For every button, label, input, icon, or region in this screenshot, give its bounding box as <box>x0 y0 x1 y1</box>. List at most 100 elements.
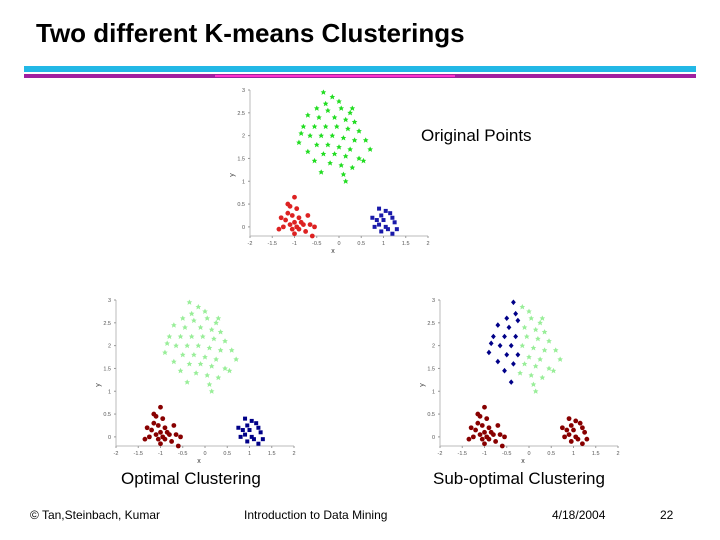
data-point <box>158 441 163 447</box>
data-point <box>173 342 179 349</box>
data-point <box>178 434 183 440</box>
data-point <box>249 434 254 439</box>
data-point <box>566 432 572 437</box>
x-tick-label: 2 <box>426 241 429 247</box>
y-tick-label: 0.5 <box>237 202 245 208</box>
data-point <box>502 333 507 340</box>
data-point <box>173 432 179 437</box>
data-point <box>372 224 377 229</box>
data-point <box>320 89 327 95</box>
x-tick-label: 1.5 <box>592 451 600 457</box>
y-axis-label: y <box>95 383 102 387</box>
data-point <box>523 333 530 340</box>
data-point <box>392 220 397 225</box>
data-point <box>360 157 367 164</box>
data-point <box>508 342 514 349</box>
data-point <box>370 215 375 220</box>
data-point <box>217 329 224 335</box>
data-point <box>162 425 168 431</box>
data-point <box>296 226 302 232</box>
y-tick-label: 2.5 <box>427 321 435 327</box>
data-point <box>305 213 311 218</box>
data-point <box>329 132 336 139</box>
data-point <box>186 299 193 305</box>
data-point <box>333 123 340 130</box>
data-point <box>243 416 248 421</box>
data-point <box>349 105 356 111</box>
data-point <box>208 388 215 394</box>
data-point <box>329 94 336 100</box>
data-point <box>245 423 250 428</box>
data-point <box>307 222 313 227</box>
data-point <box>177 333 184 340</box>
data-point <box>508 379 514 385</box>
data-point <box>289 226 295 232</box>
data-point <box>287 222 293 227</box>
data-point <box>254 421 259 426</box>
data-point <box>208 363 215 369</box>
data-point <box>562 434 567 440</box>
data-point <box>292 219 297 225</box>
x-tick-label: 0.5 <box>357 241 365 247</box>
data-point <box>493 439 499 444</box>
data-point <box>539 315 546 321</box>
data-point <box>228 347 235 353</box>
data-point <box>504 315 510 322</box>
data-point <box>495 322 501 328</box>
data-point <box>342 116 349 123</box>
x-tick-label: 0.5 <box>223 451 231 457</box>
optimal-clustering-plot: -2 -1.5 -1 -0.5 0 0.5 1 1.5 2 0 0.5 1 1.5 2 2.5 3 x y <box>95 298 296 465</box>
data-point <box>506 324 512 331</box>
data-point <box>374 218 379 223</box>
data-point <box>195 304 202 310</box>
y-tick-label: 3 <box>242 88 245 94</box>
data-point <box>278 215 284 221</box>
data-point <box>552 347 559 353</box>
data-point <box>356 128 362 134</box>
y-tick-label: 1 <box>108 389 111 395</box>
data-point <box>149 427 154 433</box>
y-tick-label: 3 <box>432 298 435 304</box>
data-point <box>541 347 548 353</box>
data-point <box>186 361 193 367</box>
data-point <box>381 218 386 223</box>
data-point <box>144 425 150 431</box>
data-point <box>318 169 324 175</box>
data-point <box>515 351 521 358</box>
data-point <box>473 427 478 433</box>
data-point <box>298 130 304 136</box>
x-tick-label: -0.5 <box>178 451 187 457</box>
data-point <box>550 367 557 374</box>
data-point <box>247 428 252 433</box>
data-point <box>530 381 537 388</box>
footer-page: 22 <box>660 508 674 522</box>
y-tick-label: 0 <box>432 435 435 441</box>
data-point <box>388 211 393 216</box>
data-point <box>164 340 170 346</box>
data-point <box>316 114 322 120</box>
data-point <box>491 333 496 340</box>
data-point <box>320 151 327 157</box>
x-tick-label: -1.5 <box>268 241 277 247</box>
x-tick-label: 0 <box>527 451 530 457</box>
y-axis-label: y <box>419 383 426 387</box>
data-point <box>296 139 302 146</box>
data-point <box>318 132 324 139</box>
y-tick-label: 1.5 <box>427 366 435 372</box>
data-point <box>495 423 501 428</box>
data-point <box>537 356 543 362</box>
axis-frame <box>115 300 294 447</box>
y-tick-label: 0.5 <box>427 412 435 418</box>
data-point <box>568 423 574 428</box>
data-point <box>519 304 526 310</box>
data-point <box>342 153 349 159</box>
data-point <box>155 423 161 428</box>
data-point <box>559 425 565 431</box>
x-tick-label: 0.5 <box>547 451 555 457</box>
x-tick-label: -2 <box>114 451 119 457</box>
data-point <box>511 361 516 367</box>
data-point <box>153 432 159 437</box>
data-point <box>521 361 528 367</box>
data-point <box>331 151 338 157</box>
x-axis-label: x <box>331 248 335 255</box>
